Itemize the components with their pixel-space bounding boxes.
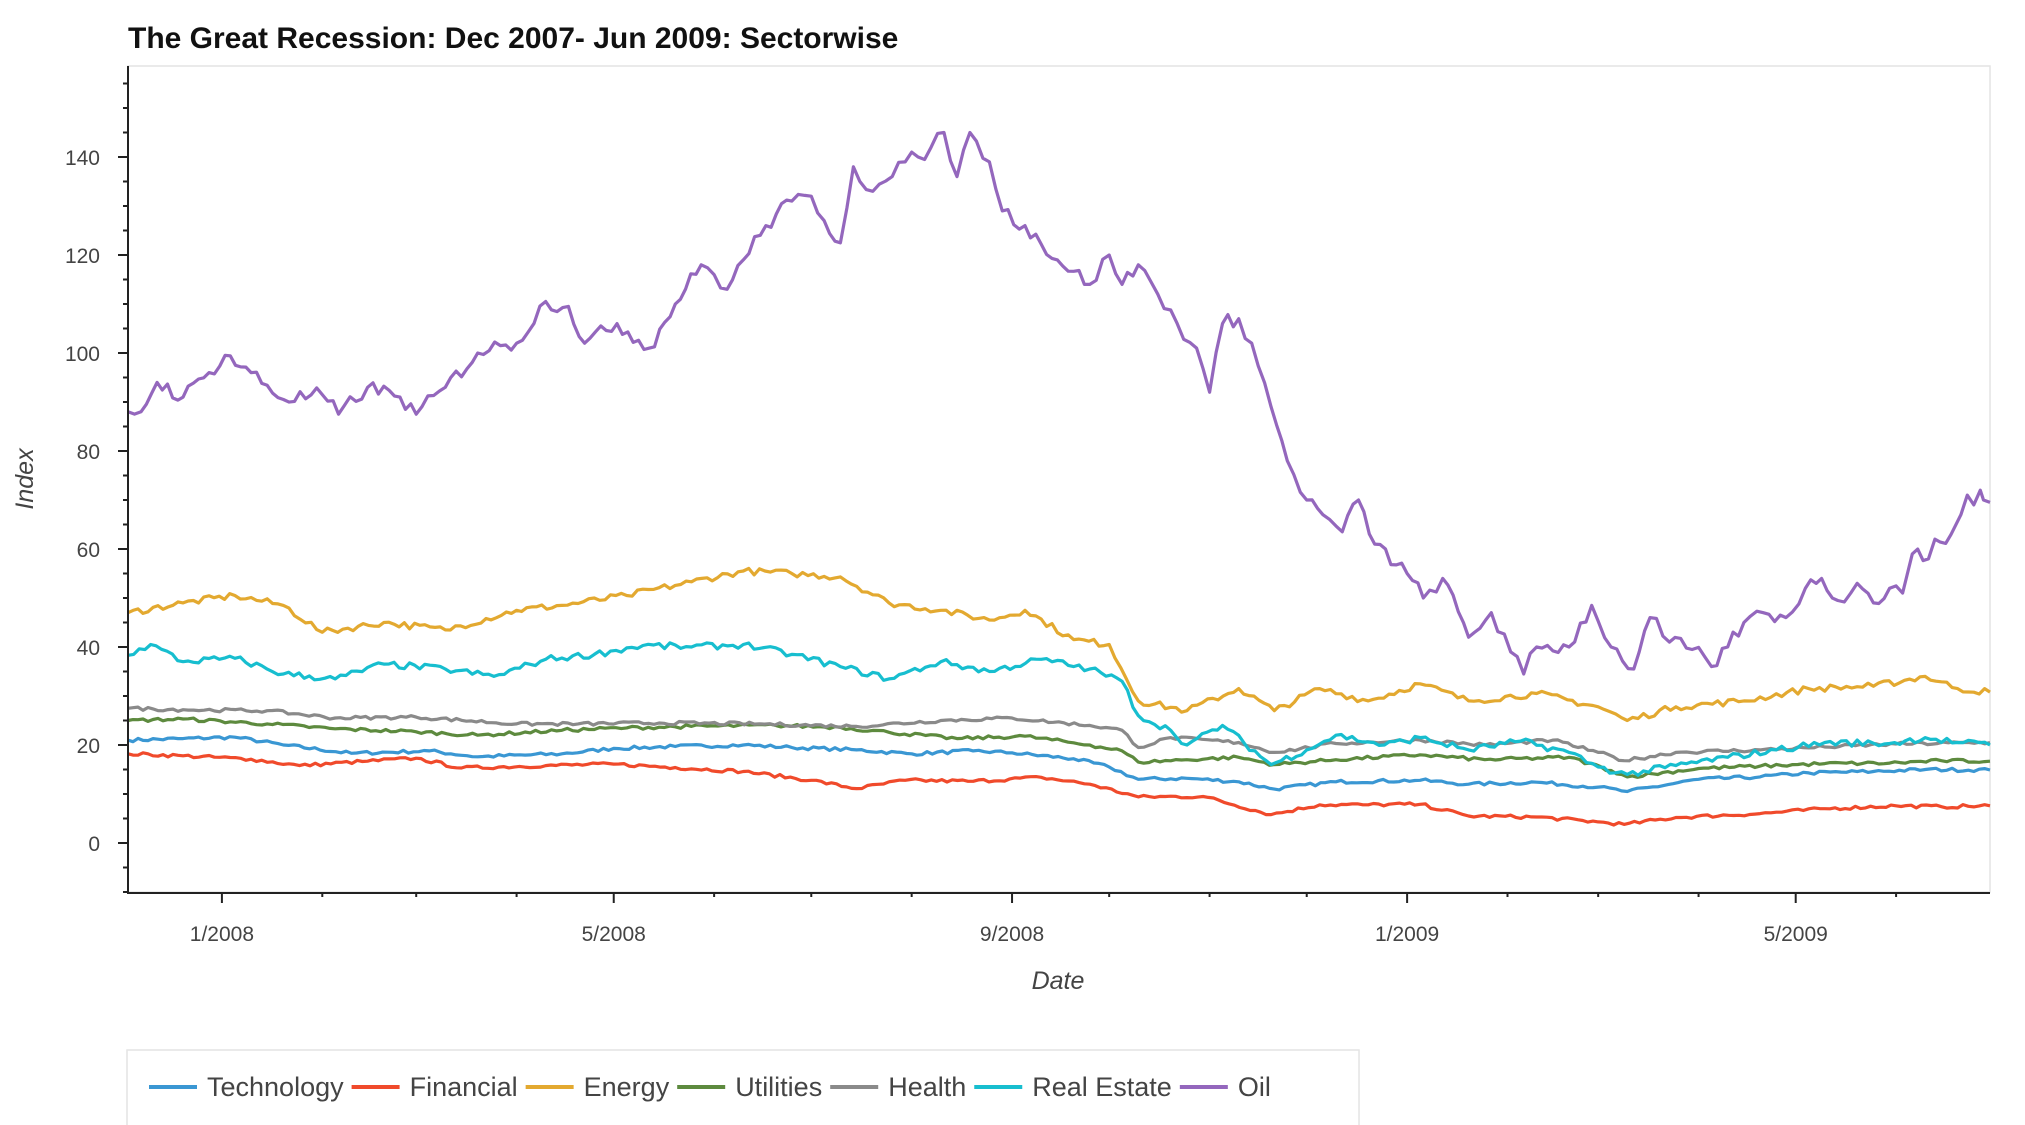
x-tick-label: 9/2008 [980, 923, 1044, 946]
legend-label: Financial [410, 1072, 518, 1102]
y-tick-label: 40 [77, 637, 100, 660]
legend: Technology Financial Energy Utilities Health… [149, 1072, 1271, 1102]
legend-label: Technology [207, 1072, 344, 1102]
series-line-oil [127, 130, 1991, 676]
x-tick-label: 1/2008 [190, 923, 254, 946]
y-tick-label: 80 [77, 441, 100, 464]
series-line-energy [127, 566, 1991, 723]
series-line-real-estate [127, 641, 1991, 777]
series-line-health [127, 705, 1991, 763]
y-tick-label: 140 [65, 147, 100, 170]
series-line-financial [127, 751, 1991, 827]
legend-label: Real Estate [1032, 1072, 1172, 1102]
series-layer [127, 130, 1991, 827]
x-tick-label: 1/2009 [1375, 923, 1439, 946]
legend-box [126, 1049, 1360, 1125]
chart-title: The Great Recession: Dec 2007- Jun 2009:… [128, 22, 898, 55]
y-axis-label: Index [11, 447, 39, 510]
series-line-technology [127, 735, 1991, 794]
y-tick-label: 100 [65, 343, 100, 366]
legend-label: Health [888, 1072, 966, 1102]
x-axis-label: Date [1032, 967, 1085, 995]
y-tick-label: 0 [88, 833, 100, 856]
y-tick-label: 120 [65, 245, 100, 268]
y-tick-label: 60 [77, 539, 100, 562]
legend-label: Oil [1238, 1072, 1271, 1102]
axes-layer [127, 66, 1990, 894]
x-tick-label: 5/2009 [1764, 923, 1828, 946]
y-tick-label: 20 [77, 735, 100, 758]
tick-layer: 0 20 40 60 80 100 120 140 1/2008 5/2008 9/2008 1/20… [65, 82, 1898, 946]
legend-label: Utilities [735, 1072, 822, 1102]
series-line-utilities [127, 716, 1991, 779]
x-tick-label: 5/2008 [582, 923, 646, 946]
legend-label: Energy [584, 1072, 670, 1102]
